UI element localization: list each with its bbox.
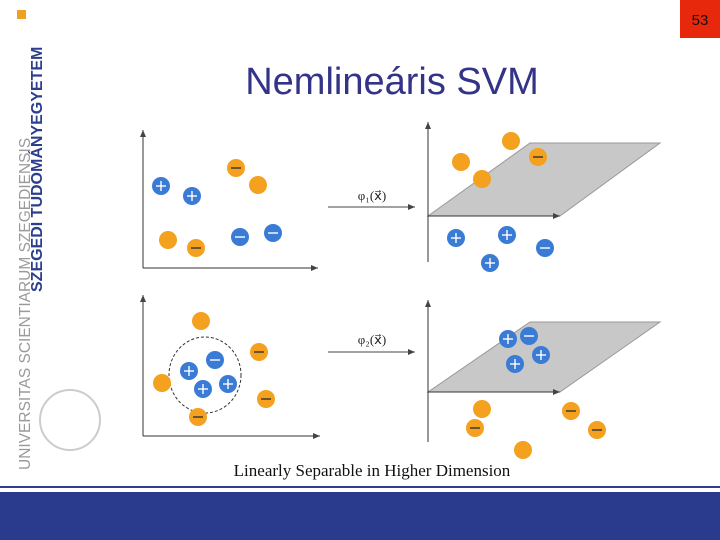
- slide-title: Nemlineáris SVM: [245, 61, 539, 103]
- negative-point: [473, 400, 491, 418]
- figure: φ₁(x⃗) φ₂(x⃗): [140, 122, 662, 459]
- dashed-region: [168, 336, 242, 414]
- negative-point: [192, 312, 210, 330]
- negative-point: [502, 132, 520, 150]
- negative-point: [153, 374, 171, 392]
- latin-name: UNIVERSITAS SCIENTIARUM SZEGEDIENSIS: [17, 138, 34, 470]
- mapping-label: φ₁(x⃗): [358, 188, 386, 203]
- logo-square: [17, 10, 26, 19]
- footer-line: [0, 486, 720, 488]
- university-name: SZEGEDI TUDOMÁNYEGYETEM: [27, 47, 46, 292]
- slide-number: 53: [692, 12, 709, 29]
- figure-caption: Linearly Separable in Higher Dimension: [234, 461, 511, 480]
- seal: [39, 389, 101, 451]
- negative-point: [159, 231, 177, 249]
- negative-point: [452, 153, 470, 171]
- negative-point: [514, 441, 532, 459]
- mapping-label: φ₂(x⃗): [358, 332, 386, 347]
- page-badge: [680, 0, 720, 38]
- negative-point: [473, 170, 491, 188]
- footer-band: [0, 492, 720, 540]
- negative-point: [249, 176, 267, 194]
